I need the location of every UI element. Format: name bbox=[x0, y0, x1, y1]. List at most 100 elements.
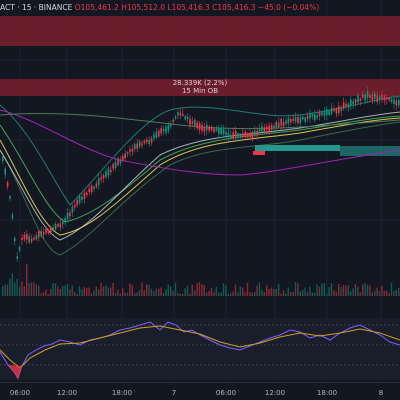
volume-bar bbox=[191, 284, 193, 296]
time-axis[interactable]: 06:00 12:00 18:00 7 06:00 12:00 18:00 8 bbox=[0, 382, 400, 400]
candle bbox=[239, 134, 242, 137]
candle bbox=[347, 103, 350, 108]
volume-bar bbox=[388, 293, 390, 296]
volume-bar bbox=[359, 292, 361, 296]
volume-bar bbox=[162, 292, 165, 296]
candle bbox=[220, 127, 222, 135]
volume-bar bbox=[194, 290, 196, 296]
volume-bar bbox=[177, 292, 179, 296]
volume-bar bbox=[254, 291, 256, 296]
volume-bar bbox=[54, 283, 57, 296]
volume-bar bbox=[30, 282, 33, 296]
candle bbox=[275, 122, 278, 128]
volume-bar bbox=[333, 289, 335, 296]
volume-bar bbox=[52, 282, 54, 296]
candlestick-series bbox=[2, 86, 400, 262]
volume-bar bbox=[172, 291, 174, 296]
candle bbox=[328, 110, 330, 116]
candle bbox=[290, 119, 292, 123]
volume-bar bbox=[227, 293, 229, 296]
candle bbox=[282, 121, 285, 127]
candle bbox=[352, 101, 354, 105]
volume-bar bbox=[237, 292, 239, 296]
candle bbox=[98, 178, 100, 185]
volume-bar bbox=[366, 284, 369, 296]
candle bbox=[21, 237, 23, 240]
candle bbox=[350, 99, 352, 107]
volume-bar bbox=[114, 292, 117, 296]
volume-bar bbox=[270, 287, 273, 296]
candle bbox=[66, 213, 69, 220]
candle bbox=[28, 236, 30, 243]
candle bbox=[261, 126, 263, 132]
volume-bar bbox=[208, 290, 210, 296]
candle bbox=[342, 102, 345, 109]
candle bbox=[249, 133, 251, 138]
volume-bar bbox=[179, 293, 181, 296]
volume-bar bbox=[352, 288, 354, 296]
symbol-label[interactable]: ACT · 15 · BINANCE bbox=[0, 3, 73, 12]
volume-bar bbox=[340, 287, 342, 296]
candle bbox=[194, 119, 196, 127]
volume-bar bbox=[105, 285, 107, 296]
volume-bar bbox=[138, 290, 141, 296]
volume-bar bbox=[198, 282, 201, 296]
candle bbox=[23, 234, 26, 240]
volume-bar bbox=[196, 282, 198, 296]
candle bbox=[105, 171, 107, 178]
bear-zone-red-small bbox=[253, 151, 265, 155]
candle bbox=[143, 140, 146, 144]
candle bbox=[299, 117, 302, 124]
volume-bar bbox=[42, 292, 45, 296]
candle bbox=[64, 218, 66, 223]
candle bbox=[294, 117, 297, 122]
volume-bar bbox=[14, 282, 16, 296]
candle bbox=[280, 118, 282, 126]
volume-bar bbox=[9, 278, 11, 296]
volume-bar bbox=[122, 287, 124, 296]
symbol-header[interactable]: ACT · 15 · BINANCE O105,461.2 H105,512.0… bbox=[0, 1, 319, 15]
volume-bar bbox=[314, 293, 316, 296]
candle bbox=[302, 116, 304, 120]
order-block-label: 15 Min OB bbox=[181, 87, 219, 95]
candle bbox=[158, 130, 160, 137]
candle bbox=[326, 109, 328, 116]
volume-bar bbox=[395, 290, 397, 296]
volume-bar bbox=[11, 273, 13, 296]
volume-bar bbox=[246, 282, 249, 296]
volume-bar bbox=[16, 279, 18, 296]
volume-bar bbox=[158, 288, 160, 296]
time-tick: 12:00 bbox=[56, 389, 78, 397]
candle bbox=[213, 128, 215, 133]
candle bbox=[196, 122, 198, 129]
volume-bar bbox=[35, 284, 37, 296]
candle bbox=[74, 205, 76, 208]
candle bbox=[321, 112, 323, 116]
candle bbox=[369, 95, 371, 98]
candle bbox=[225, 131, 227, 136]
candle bbox=[278, 122, 280, 127]
volume-bar bbox=[239, 286, 241, 296]
candle bbox=[268, 125, 270, 131]
candle bbox=[100, 177, 102, 180]
candle bbox=[38, 231, 40, 238]
volume-bar bbox=[64, 285, 66, 296]
candle bbox=[244, 131, 246, 138]
volume-bar bbox=[167, 284, 169, 296]
candle bbox=[237, 133, 239, 138]
candle bbox=[162, 129, 165, 132]
volume-bar bbox=[222, 283, 225, 296]
candle bbox=[285, 120, 287, 124]
candle bbox=[33, 237, 35, 240]
candle bbox=[366, 91, 369, 99]
volume-bar bbox=[62, 285, 64, 296]
candle bbox=[83, 192, 86, 200]
candle bbox=[179, 112, 182, 116]
time-tick: 8 bbox=[378, 389, 384, 397]
volume-bar bbox=[282, 290, 285, 296]
candle bbox=[9, 196, 11, 199]
volume-bar bbox=[285, 293, 287, 296]
candle bbox=[388, 97, 390, 100]
